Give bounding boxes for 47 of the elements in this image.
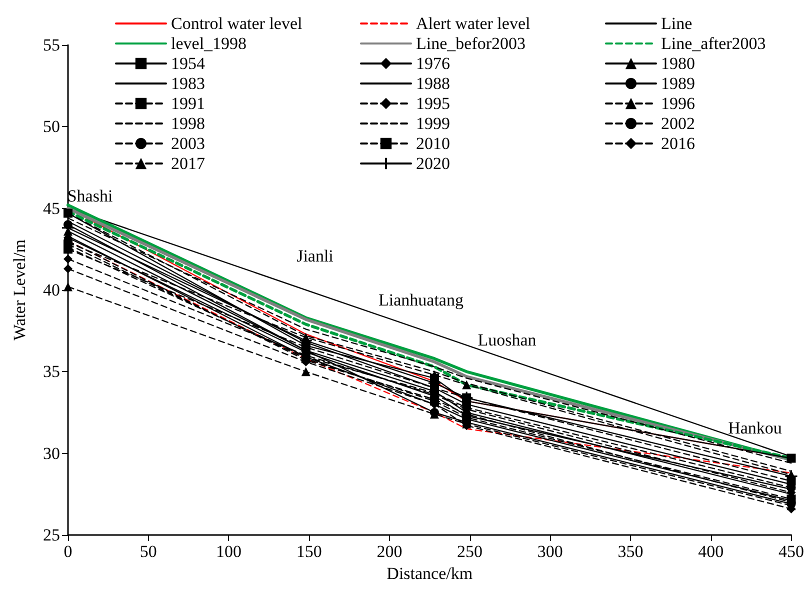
y-tick-label: 55 <box>43 36 60 54</box>
annotation: Hankou <box>728 418 782 438</box>
legend-label: 2016 <box>661 134 695 153</box>
y-tick-label: 30 <box>43 444 60 463</box>
y-tick-label: 25 <box>43 526 60 544</box>
y-tick-label: 35 <box>43 362 60 382</box>
legend-label: level_1998 <box>171 34 247 53</box>
annotation: Jianli <box>296 246 334 266</box>
x-tick-label: 450 <box>778 542 804 561</box>
x-tick-label: 50 <box>140 542 157 561</box>
legend-label: 1989 <box>661 74 695 93</box>
legend-label: 1976 <box>416 54 450 73</box>
x-axis-title: Distance/km <box>386 564 473 583</box>
annotation: Luoshan <box>478 330 537 350</box>
legend-label: Line <box>661 14 692 33</box>
legend-label: 1996 <box>661 94 695 113</box>
legend-label: Control water level <box>171 14 303 33</box>
legend-label: 2002 <box>661 114 695 133</box>
y-axis-title: Water Level/m <box>10 239 29 341</box>
legend-label: 1995 <box>416 94 450 113</box>
y-tick-label: 50 <box>43 117 60 136</box>
legend-label: Alert water level <box>416 14 530 33</box>
annotation: Shashi <box>67 186 113 206</box>
legend-label: 2017 <box>171 154 206 173</box>
legend-label: 1983 <box>171 74 205 93</box>
legend-label: Line_after2003 <box>661 34 766 53</box>
x-tick-label: 400 <box>698 542 724 561</box>
legend-label: 1980 <box>661 54 695 73</box>
legend-label: Line_befor2003 <box>416 34 526 53</box>
x-tick-label: 300 <box>537 542 563 561</box>
x-tick-label: 200 <box>376 542 402 561</box>
x-tick-label: 0 <box>64 542 72 561</box>
y-tick-label: 40 <box>43 280 60 300</box>
legend-label: 1954 <box>171 54 206 73</box>
y-tick-label: 45 <box>43 198 60 218</box>
x-tick-label: 100 <box>216 542 242 561</box>
legend-label: 1991 <box>171 94 205 113</box>
legend-label: 2020 <box>416 154 450 173</box>
legend-label: 1998 <box>171 114 205 133</box>
legend-label: 2010 <box>416 134 450 153</box>
legend-label: 1999 <box>416 114 450 133</box>
legend-label: 1988 <box>416 74 450 93</box>
x-tick-label: 250 <box>457 542 483 561</box>
x-tick-label: 150 <box>296 542 322 561</box>
annotation: Lianhuatang <box>378 290 464 310</box>
legend-label: 2003 <box>171 134 205 153</box>
x-tick-label: 350 <box>618 542 644 561</box>
